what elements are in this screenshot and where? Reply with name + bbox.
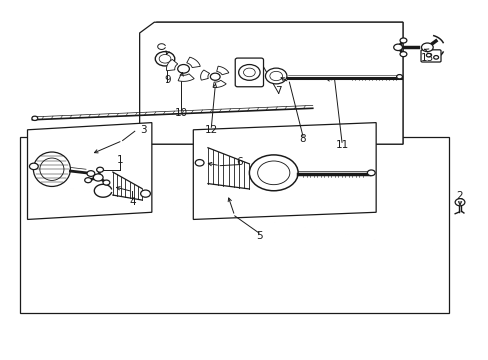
FancyBboxPatch shape — [235, 58, 263, 87]
Text: 9: 9 — [164, 75, 170, 85]
Circle shape — [84, 178, 91, 183]
Circle shape — [210, 73, 220, 80]
Circle shape — [433, 55, 438, 59]
Circle shape — [238, 64, 260, 80]
Text: 7: 7 — [275, 86, 282, 96]
Text: 6: 6 — [236, 157, 243, 167]
Circle shape — [177, 64, 189, 73]
Polygon shape — [200, 70, 209, 80]
Circle shape — [396, 75, 402, 79]
Polygon shape — [140, 22, 402, 144]
Circle shape — [269, 71, 282, 81]
Polygon shape — [140, 22, 402, 144]
Circle shape — [257, 161, 289, 185]
Text: 4: 4 — [129, 197, 135, 207]
FancyBboxPatch shape — [420, 50, 440, 62]
Circle shape — [141, 190, 150, 197]
Ellipse shape — [40, 158, 64, 180]
Polygon shape — [213, 80, 226, 87]
Circle shape — [32, 116, 38, 121]
Polygon shape — [27, 123, 152, 220]
Text: 11: 11 — [335, 140, 348, 150]
Circle shape — [454, 199, 464, 206]
Text: 12: 12 — [204, 125, 218, 135]
Circle shape — [249, 155, 298, 191]
Text: 8: 8 — [299, 134, 305, 144]
Circle shape — [265, 68, 286, 84]
Circle shape — [243, 68, 255, 77]
Circle shape — [159, 54, 170, 63]
Polygon shape — [216, 66, 228, 75]
Text: 13: 13 — [420, 53, 433, 63]
Polygon shape — [166, 59, 177, 71]
Text: 10: 10 — [174, 108, 187, 118]
Polygon shape — [193, 123, 375, 220]
Ellipse shape — [33, 152, 70, 186]
Text: 2: 2 — [456, 191, 463, 201]
Bar — [20, 137, 448, 313]
Circle shape — [155, 51, 174, 66]
Circle shape — [29, 163, 38, 170]
Circle shape — [393, 44, 402, 50]
Circle shape — [195, 159, 203, 166]
Text: 5: 5 — [255, 231, 262, 240]
Circle shape — [399, 38, 406, 43]
Circle shape — [93, 174, 103, 181]
Circle shape — [97, 167, 103, 172]
Polygon shape — [186, 57, 200, 68]
Circle shape — [87, 171, 95, 176]
Circle shape — [426, 53, 430, 57]
Text: 1: 1 — [117, 155, 123, 165]
Polygon shape — [178, 74, 194, 81]
Circle shape — [421, 43, 432, 51]
Circle shape — [399, 51, 406, 57]
Circle shape — [103, 180, 110, 185]
Text: 3: 3 — [140, 125, 146, 135]
Circle shape — [366, 170, 374, 176]
